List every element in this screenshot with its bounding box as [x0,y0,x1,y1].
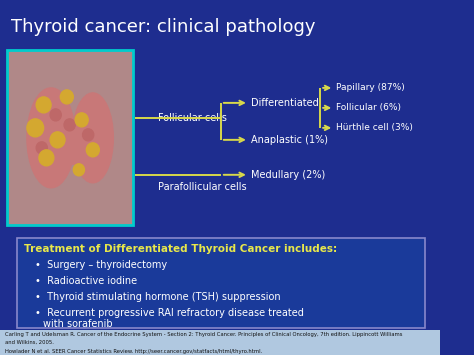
Circle shape [36,142,47,154]
Bar [8,50,133,225]
Text: and Wilkins, 2005.: and Wilkins, 2005. [5,340,54,345]
Text: Treatment of Differentiated Thyroid Cancer includes:: Treatment of Differentiated Thyroid Canc… [24,244,337,254]
Circle shape [50,132,65,148]
Circle shape [60,90,73,104]
Text: Anaplastic (1%): Anaplastic (1%) [251,135,328,145]
Text: with sorafenib: with sorafenib [43,319,112,329]
Circle shape [27,119,44,137]
Text: Medullary (2%): Medullary (2%) [251,170,325,180]
Text: Differentiated: Differentiated [251,98,319,108]
Text: Howlader N et al. SEER Cancer Statistics Review. http://seer.cancer.gov/statfact: Howlader N et al. SEER Cancer Statistics… [5,349,262,354]
Text: Follicular cells: Follicular cells [158,113,227,123]
Circle shape [73,164,84,176]
Text: Follicular (6%): Follicular (6%) [336,103,401,113]
Text: •  Surgery – thyroidectomy: • Surgery – thyroidectomy [35,260,167,270]
Ellipse shape [73,93,113,183]
Circle shape [86,143,100,157]
Text: Papillary (87%): Papillary (87%) [336,83,405,92]
Text: •  Recurrent progressive RAI refractory disease treated: • Recurrent progressive RAI refractory d… [35,308,304,318]
Circle shape [75,113,88,127]
Text: Parafollicular cells: Parafollicular cells [158,182,246,192]
FancyBboxPatch shape [17,238,425,328]
Text: Carling T and Udelsman R. Cancer of the Endocrine System - Section 2: Thyroid Ca: Carling T and Udelsman R. Cancer of the … [5,332,402,337]
Text: Thyroid cancer: clinical pathology: Thyroid cancer: clinical pathology [11,18,316,36]
Circle shape [36,97,51,113]
Bar [0,330,440,355]
Text: •  Thyroid stimulating hormone (TSH) suppression: • Thyroid stimulating hormone (TSH) supp… [35,292,281,302]
Ellipse shape [27,88,75,188]
Circle shape [82,129,94,141]
Text: •  Radioactive iodine: • Radioactive iodine [35,276,137,286]
Circle shape [64,119,75,131]
Bar [63,147,83,165]
Text: Hürthle cell (3%): Hürthle cell (3%) [336,124,413,132]
Circle shape [50,109,61,121]
Circle shape [39,150,54,166]
